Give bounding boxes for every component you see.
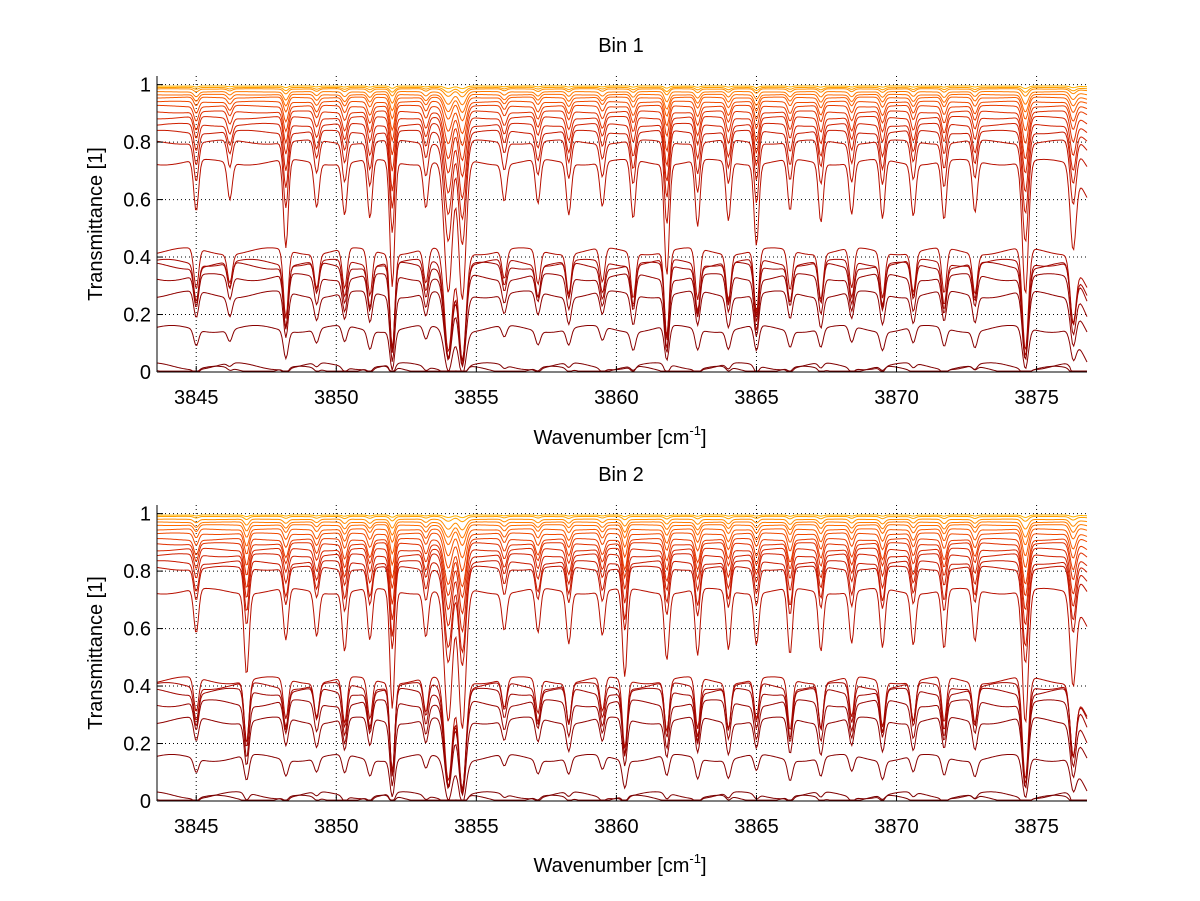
- series-line: [156, 129, 1088, 221]
- x-tick-label: 3855: [454, 816, 499, 838]
- series-line: [156, 524, 1088, 547]
- y-tick-label: 0.2: [123, 734, 151, 756]
- y-tick-label: 0.4: [123, 676, 151, 698]
- series-line: [156, 115, 1088, 178]
- x-tick-label: 3875: [1014, 387, 1059, 409]
- x-tick-label: 3870: [874, 816, 919, 838]
- series-line: [156, 365, 1087, 372]
- y-tick-labels: 0 0.2 0.4 0.6 0.8 1: [123, 75, 151, 384]
- series-line: [156, 560, 1088, 654]
- series-line: [156, 794, 1087, 801]
- x-tick-label: 3855: [454, 387, 499, 409]
- y-axis-label: Transmittance [1]: [85, 576, 107, 730]
- x-axis-label: Wavenumber [cm-1]: [533, 851, 706, 877]
- series-line: [157, 514, 1088, 519]
- series-line: [156, 542, 1088, 599]
- series-line: [156, 753, 1088, 801]
- series-line: [156, 676, 1088, 790]
- series-line: [156, 139, 1088, 245]
- series-line: [156, 261, 1088, 362]
- x-tick-label: 3850: [314, 816, 359, 838]
- series-line: [156, 93, 1088, 114]
- series-line: [156, 110, 1088, 162]
- series-line: [157, 515, 1088, 523]
- series-line: [156, 528, 1088, 559]
- x-tick-label: 3865: [734, 816, 779, 838]
- series-line: [156, 100, 1088, 135]
- series-line: [156, 553, 1088, 634]
- x-tick-labels: 3845 3850 3855 3860 3865 3870 3875: [174, 387, 1059, 409]
- chart-title: Bin 1: [598, 35, 644, 57]
- series-line: [156, 122, 1088, 201]
- series-line: [156, 699, 1088, 791]
- series-group: [156, 514, 1088, 801]
- series-line: [156, 273, 1088, 363]
- subplot-bin-1: Bin 1 0 0.2 0.4 0.6 0.8 1 3845 3850 3855 3860 386…: [85, 35, 1088, 449]
- chart-title: Bin 2: [598, 464, 644, 486]
- y-tick-label: 0.8: [123, 561, 151, 583]
- series-line: [156, 532, 1088, 572]
- axes: [156, 76, 1087, 373]
- y-tick-label: 0.4: [123, 247, 151, 269]
- series-line: [156, 247, 1088, 361]
- series-line: [156, 324, 1088, 372]
- series-line: [157, 86, 1088, 94]
- axes: [156, 505, 1087, 802]
- series-line: [156, 587, 1088, 729]
- y-tick-label: 0.6: [123, 190, 151, 212]
- subplot-bin-2: Bin 2 0 0.2 0.4 0.6 0.8 1 3845 3850 3855 3860 386…: [85, 464, 1088, 877]
- x-tick-label: 3850: [314, 387, 359, 409]
- series-line: [156, 547, 1088, 615]
- series-line: [156, 158, 1088, 300]
- series-group: [156, 85, 1088, 372]
- x-tick-label: 3860: [594, 387, 639, 409]
- y-axis-label: Transmittance [1]: [85, 147, 107, 301]
- x-tick-label: 3870: [874, 387, 919, 409]
- y-tick-label: 0: [140, 791, 151, 813]
- series-line: [156, 565, 1088, 666]
- series-line: [156, 104, 1088, 147]
- x-tick-label: 3860: [594, 816, 639, 838]
- x-tick-label: 3865: [734, 387, 779, 409]
- series-line: [156, 518, 1088, 531]
- series-line: [156, 362, 1087, 372]
- y-tick-label: 0.6: [123, 619, 151, 641]
- y-tick-label: 1: [140, 75, 151, 97]
- y-tick-label: 1: [140, 504, 151, 526]
- x-tick-labels: 3845 3850 3855 3860 3865 3870 3875: [174, 816, 1059, 838]
- series-line: [157, 85, 1088, 90]
- series-line: [156, 521, 1088, 539]
- x-tick-label: 3845: [174, 816, 219, 838]
- x-tick-label: 3845: [174, 387, 219, 409]
- series-line: [156, 91, 1088, 106]
- series-line: [156, 716, 1088, 797]
- series-line: [156, 290, 1088, 369]
- x-axis-label: Wavenumber [cm-1]: [533, 423, 706, 449]
- y-tick-label: 0.8: [123, 132, 151, 154]
- y-tick-label: 0: [140, 362, 151, 384]
- x-tick-label: 3875: [1014, 816, 1059, 838]
- series-line: [156, 96, 1088, 122]
- y-tick-labels: 0 0.2 0.4 0.6 0.8 1: [123, 504, 151, 813]
- series-line: [156, 88, 1088, 98]
- y-tick-label: 0.2: [123, 305, 151, 327]
- series-line: [156, 538, 1088, 588]
